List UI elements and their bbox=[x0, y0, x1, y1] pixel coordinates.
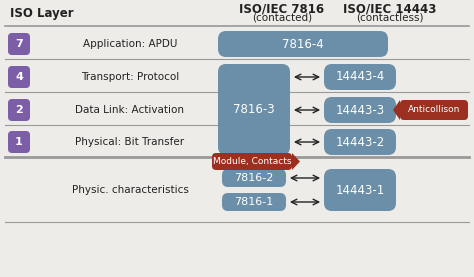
FancyBboxPatch shape bbox=[8, 131, 30, 153]
FancyBboxPatch shape bbox=[400, 100, 468, 120]
Text: 4: 4 bbox=[15, 72, 23, 82]
Text: ISO Layer: ISO Layer bbox=[10, 6, 73, 19]
Text: 2: 2 bbox=[15, 105, 23, 115]
Text: 14443-3: 14443-3 bbox=[336, 104, 384, 117]
Text: 1: 1 bbox=[15, 137, 23, 147]
Text: 7816-2: 7816-2 bbox=[234, 173, 273, 183]
FancyBboxPatch shape bbox=[324, 64, 396, 90]
FancyBboxPatch shape bbox=[218, 64, 290, 155]
Polygon shape bbox=[393, 100, 400, 120]
Text: Physical: Bit Transfer: Physical: Bit Transfer bbox=[75, 137, 184, 147]
Text: 14443-1: 14443-1 bbox=[336, 183, 384, 196]
FancyBboxPatch shape bbox=[222, 193, 286, 211]
Text: 7816-1: 7816-1 bbox=[234, 197, 273, 207]
Text: (contacted): (contacted) bbox=[252, 13, 312, 23]
Text: Data Link: Activation: Data Link: Activation bbox=[75, 105, 184, 115]
FancyBboxPatch shape bbox=[324, 97, 396, 123]
Text: 7816-3: 7816-3 bbox=[233, 103, 275, 116]
Text: ISO/IEC 14443: ISO/IEC 14443 bbox=[343, 2, 437, 16]
Text: 7816-4: 7816-4 bbox=[282, 37, 324, 50]
FancyBboxPatch shape bbox=[8, 66, 30, 88]
Text: ISO/IEC 7816: ISO/IEC 7816 bbox=[239, 2, 325, 16]
Text: (contactless): (contactless) bbox=[356, 13, 424, 23]
Text: Anticollison: Anticollison bbox=[408, 106, 460, 114]
FancyBboxPatch shape bbox=[218, 31, 388, 57]
Text: Physic. characteristics: Physic. characteristics bbox=[72, 185, 189, 195]
FancyBboxPatch shape bbox=[324, 129, 396, 155]
FancyBboxPatch shape bbox=[324, 169, 396, 211]
Text: 7: 7 bbox=[15, 39, 23, 49]
FancyBboxPatch shape bbox=[8, 33, 30, 55]
Text: 14443-2: 14443-2 bbox=[336, 135, 384, 148]
FancyBboxPatch shape bbox=[212, 153, 292, 170]
FancyBboxPatch shape bbox=[222, 169, 286, 187]
Text: Transport: Protocol: Transport: Protocol bbox=[81, 72, 179, 82]
Text: 14443-4: 14443-4 bbox=[336, 71, 384, 83]
Text: Module, Contacts: Module, Contacts bbox=[213, 157, 291, 166]
FancyBboxPatch shape bbox=[8, 99, 30, 121]
Polygon shape bbox=[292, 153, 300, 170]
Text: Application: APDU: Application: APDU bbox=[83, 39, 177, 49]
